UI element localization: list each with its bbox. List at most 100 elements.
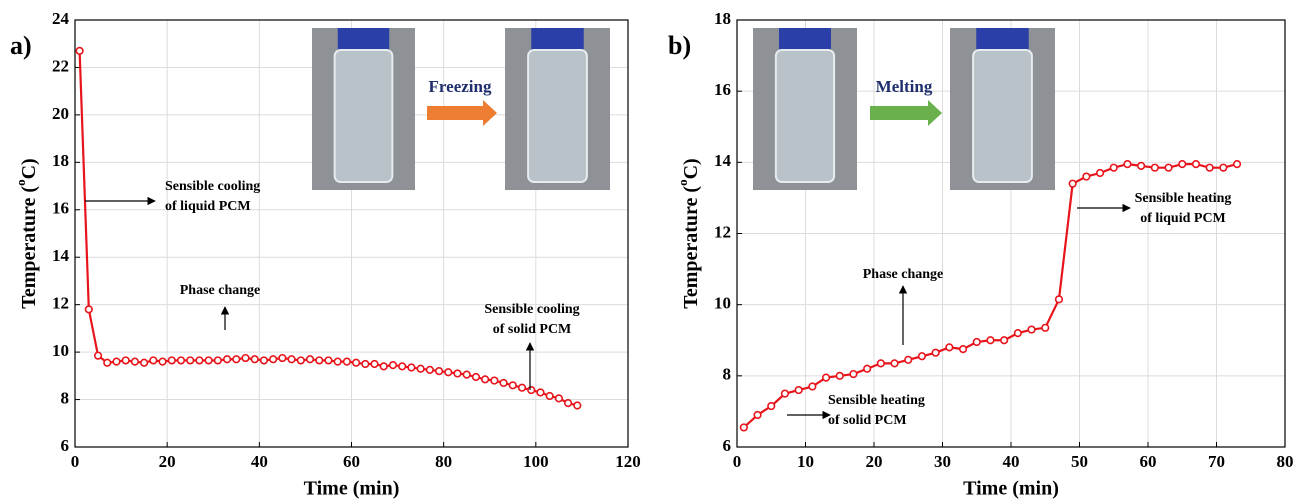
x-tick-label: 0 [733, 452, 742, 471]
y-tick-label: 18 [52, 151, 69, 170]
data-point [75, 46, 84, 55]
data-point [1137, 161, 1146, 170]
data-point [490, 376, 499, 385]
data-point [1041, 323, 1050, 332]
data-point [158, 357, 167, 366]
transition-arrow [427, 100, 497, 126]
data-point [140, 358, 149, 367]
data-point [931, 348, 940, 357]
x-tick-label: 70 [1208, 452, 1225, 471]
plot-frame [736, 19, 1286, 448]
y-tick-label: 6 [723, 436, 732, 455]
x-tick-label: 0 [71, 452, 80, 471]
data-point [241, 353, 250, 363]
data-point [278, 353, 287, 363]
data-point [167, 356, 176, 365]
data-point [1178, 160, 1187, 169]
transition-arrow [870, 100, 942, 126]
data-point [462, 370, 471, 379]
panel-label: a) [10, 31, 32, 60]
data-point [554, 394, 563, 403]
x-tick-label: 30 [934, 452, 951, 471]
data-point [904, 355, 913, 364]
data-point [342, 357, 351, 366]
y-tick-label: 10 [714, 294, 731, 313]
y-tick-label: 16 [714, 80, 731, 99]
transition-label: Freezing [429, 77, 492, 96]
y-tick-label: 14 [714, 151, 732, 170]
photo-jar [774, 49, 836, 183]
x-tick-label: 80 [435, 452, 452, 471]
data-point [195, 356, 204, 365]
x-tick-label: 20 [159, 452, 176, 471]
annotation: Sensible heating [1135, 191, 1232, 206]
data-point [876, 359, 885, 368]
data-point [1205, 163, 1214, 172]
x-axis-title: Time (min) [963, 478, 1059, 500]
data-point [986, 336, 995, 345]
data-point [481, 375, 490, 384]
x-tick-label: 50 [1071, 452, 1088, 471]
annotation: of liquid PCM [165, 199, 251, 214]
data-point [794, 385, 803, 395]
photo-jar [527, 49, 588, 183]
data-point [305, 355, 315, 364]
x-tick-label: 60 [1140, 452, 1157, 471]
data-point [379, 362, 388, 371]
data-point [1219, 163, 1228, 172]
data-point [1068, 179, 1077, 188]
data-point [287, 355, 296, 364]
annotation: Sensible cooling [165, 179, 260, 194]
data-point [1164, 163, 1173, 172]
data-point [352, 358, 361, 367]
data-point [821, 373, 831, 382]
data-point [250, 355, 259, 364]
data-point [471, 372, 481, 382]
x-tick-label: 20 [866, 452, 883, 471]
y-tick-label: 12 [52, 294, 69, 313]
y-axis-title-part: Temperature ( [680, 186, 702, 309]
x-axis-title: Time (min) [304, 478, 400, 500]
data-point [232, 355, 241, 364]
y-tick-label: 24 [52, 9, 70, 28]
data-point [121, 356, 130, 365]
data-point [1095, 168, 1105, 178]
data-point [398, 362, 407, 371]
data-point [1109, 163, 1118, 172]
x-tick-label: 80 [1277, 452, 1294, 471]
annotation: Phase change [180, 283, 261, 298]
data-point [324, 356, 333, 365]
y-axis-title: Temperature (oC) [13, 158, 39, 308]
data-point [1123, 160, 1132, 169]
y-tick-label: 20 [52, 104, 69, 123]
data-point [863, 364, 872, 373]
y-axis-title-part: o [675, 179, 690, 186]
data-point [407, 363, 416, 372]
data-point [103, 358, 112, 367]
data-point [835, 371, 844, 380]
data-point [808, 382, 817, 391]
x-tick-label: 60 [343, 452, 360, 471]
annotation: Phase change [863, 267, 944, 282]
y-tick-label: 16 [52, 199, 69, 218]
photo-cap [779, 28, 831, 50]
data-point [1027, 325, 1036, 334]
y-tick-label: 12 [714, 222, 731, 241]
data-point [222, 355, 232, 364]
x-tick-label: 40 [251, 452, 268, 471]
data-point [499, 378, 508, 388]
data-point [1232, 160, 1242, 169]
data-point [945, 343, 954, 352]
y-tick-label: 18 [714, 9, 731, 28]
annotation: of liquid PCM [1140, 211, 1226, 226]
photo-jar [333, 49, 394, 183]
transition-label: Melting [876, 77, 933, 96]
y-axis-title-part: o [13, 179, 28, 186]
data-point [112, 357, 121, 366]
annotation: of solid PCM [828, 413, 907, 428]
data-point [370, 359, 379, 369]
data-point [361, 359, 370, 369]
x-tick-label: 100 [523, 452, 549, 471]
